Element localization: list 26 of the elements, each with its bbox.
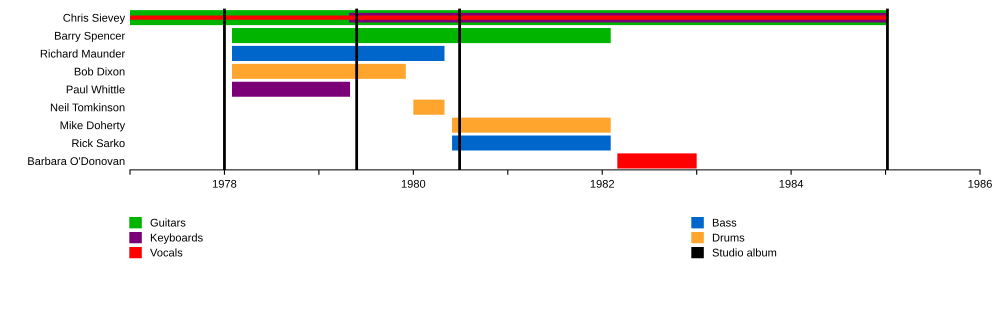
x-tick-label: 1980 bbox=[402, 180, 426, 188]
bar bbox=[232, 28, 611, 44]
legend-label: Keyboards bbox=[150, 233, 203, 244]
y-tick-label: Bob Dixon bbox=[74, 67, 124, 76]
legend-label: Guitars bbox=[150, 218, 186, 227]
bar bbox=[452, 135, 611, 151]
x-tick-label: 1982 bbox=[590, 180, 614, 188]
legend-label: Bass bbox=[712, 218, 736, 227]
y-tick-label: Paul Whittle bbox=[66, 85, 125, 94]
bar bbox=[232, 46, 444, 61]
x-tick-label: 1978 bbox=[212, 180, 236, 188]
y-tick-label: Rick Sarko bbox=[72, 138, 125, 148]
y-tick-label: Chris Sievey bbox=[63, 14, 126, 24]
bar bbox=[452, 118, 611, 133]
bar bbox=[413, 100, 444, 115]
legend-label: Vocals bbox=[150, 248, 182, 257]
x-tick-label: 1984 bbox=[780, 180, 804, 188]
y-tick-label: Neil Tomkinson bbox=[50, 103, 124, 112]
legend-label: Studio album bbox=[712, 248, 776, 257]
y-tick-label: Barbara O'Donovan bbox=[28, 156, 124, 166]
y-tick-label: Barry Spencer bbox=[55, 32, 125, 42]
x-tick-label: 1986 bbox=[968, 180, 992, 188]
legend-label: Drums bbox=[712, 234, 744, 242]
y-tick-label: Richard Maunder bbox=[40, 49, 125, 58]
bar bbox=[232, 64, 406, 79]
y-tick-label: Mike Doherty bbox=[60, 121, 126, 132]
